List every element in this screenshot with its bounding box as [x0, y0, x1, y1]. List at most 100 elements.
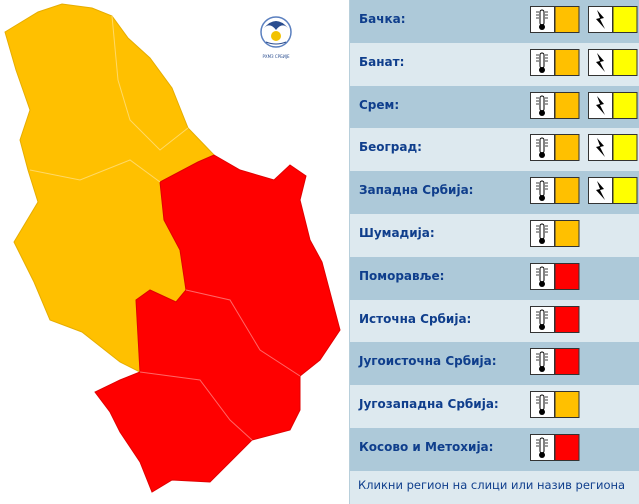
region-name[interactable]: Шумадија: [359, 226, 435, 240]
storm-warning-icon [588, 6, 638, 33]
thermometer [539, 223, 545, 240]
thermometer-bulb [539, 238, 545, 244]
region-name[interactable]: Косово и Метохија: [359, 440, 494, 454]
region-row[interactable]: Бачка: [350, 0, 639, 43]
region-row[interactable]: Источна Србија: [350, 299, 639, 343]
heat-warning-icon [530, 177, 580, 205]
thermometer-scale [536, 97, 548, 104]
heat-warning-icon [530, 48, 580, 76]
icon-frame [588, 6, 613, 33]
thermometer-bulb [539, 195, 545, 202]
storm-warning-icon [588, 91, 638, 119]
heat-warning-icon [530, 434, 580, 461]
warning-level [554, 434, 580, 461]
storm-warning-icon [588, 48, 638, 76]
region-name[interactable]: Југоисточна Србија: [359, 354, 497, 369]
icon-frame [588, 134, 613, 162]
storm-warning-icon [588, 177, 638, 205]
region-row[interactable]: Банат: [350, 42, 639, 86]
logo-wave [265, 41, 287, 45]
region-name[interactable]: Источна Србија: [359, 311, 472, 326]
thermometer [539, 52, 545, 69]
region-name[interactable]: Срем: [359, 97, 400, 112]
thermometer-bulb [539, 409, 545, 416]
warning-level [554, 391, 580, 419]
lightning [596, 52, 605, 72]
warning-level [612, 91, 638, 119]
logo-cloud [264, 21, 288, 30]
region-row[interactable]: Срем: [350, 85, 639, 129]
thermometer [539, 95, 545, 112]
icon-frame [588, 177, 613, 205]
region-row[interactable]: Шумадија: [350, 214, 639, 257]
warning-level [554, 134, 580, 162]
warning-level [554, 348, 580, 376]
region-name[interactable]: Бачка: [359, 12, 406, 26]
thermometer [539, 137, 545, 154]
thermometer [539, 394, 545, 411]
thermometer [539, 351, 545, 368]
lightning [596, 95, 605, 115]
map: РХМЗ СРБИЈЕ [4, 3, 341, 493]
heat-warning-icon [530, 391, 580, 419]
heat-warning-icon [530, 91, 580, 119]
region-name[interactable]: Поморавље: [359, 268, 445, 283]
storm-warning-icon [588, 134, 638, 162]
thermometer-bulb [539, 323, 545, 330]
warning-level [554, 220, 580, 247]
heat-warning-icon [530, 348, 580, 376]
lightning [596, 138, 605, 158]
region-row[interactable]: Југозападна Србија: [350, 385, 639, 429]
region-name[interactable]: Београд: [359, 140, 422, 155]
region-row[interactable]: Поморавље: [350, 256, 639, 300]
thermometer-scale [536, 11, 548, 19]
heat-warning-icon [530, 134, 580, 162]
footer-text: Кликни регион на слици или назив региона [358, 478, 626, 492]
icon-frame [588, 91, 613, 119]
region-name[interactable]: Западна Србија: [359, 183, 474, 198]
thermometer-scale [536, 268, 548, 276]
region-row[interactable]: Београд: [350, 128, 639, 172]
region-red[interactable] [94, 154, 341, 493]
thermometer-scale [536, 54, 548, 62]
thermometer-scale [536, 225, 548, 233]
region-row[interactable]: Косово и Метохија: [350, 428, 639, 471]
region-row[interactable]: Западна Србија: [350, 171, 639, 215]
icon-frame [588, 48, 613, 76]
thermometer-bulb [539, 280, 545, 287]
thermometer-scale [536, 139, 548, 147]
thermometer-bulb [539, 452, 545, 458]
thermometer-bulb [539, 152, 545, 159]
warning-level [554, 305, 580, 333]
thermometer-scale [536, 353, 548, 361]
thermometer-bulb [539, 366, 545, 373]
thermometer-scale [536, 182, 548, 190]
warning-level [554, 177, 580, 205]
thermometer-bulb [539, 24, 545, 30]
thermometer [539, 309, 545, 326]
heat-warning-icon [530, 262, 580, 290]
warning-level [554, 91, 580, 119]
region-row[interactable]: Југоисточна Србија: [350, 342, 639, 386]
region-border [185, 289, 301, 377]
thermometer-scale [536, 311, 548, 318]
thermometer-scale [536, 439, 548, 447]
region-list: Кликни регион на слици или назив региона… [349, 0, 639, 504]
warning-level [612, 134, 638, 162]
warning-level [554, 262, 580, 290]
lightning [596, 10, 605, 29]
region-border [111, 15, 189, 151]
region-name[interactable]: Банат: [359, 54, 405, 69]
warning-level [612, 177, 638, 205]
warning-level [554, 48, 580, 76]
logo-text: РХМЗ СРБИЈЕ [262, 54, 290, 59]
thermometer-bulb [539, 109, 545, 116]
warning-level [554, 6, 580, 33]
thermometer [539, 9, 545, 26]
thermometer [539, 437, 545, 454]
region-name[interactable]: Југозападна Србија: [359, 397, 499, 412]
warning-level [612, 6, 638, 33]
heat-warning-icon [530, 220, 580, 247]
thermometer [539, 266, 545, 283]
